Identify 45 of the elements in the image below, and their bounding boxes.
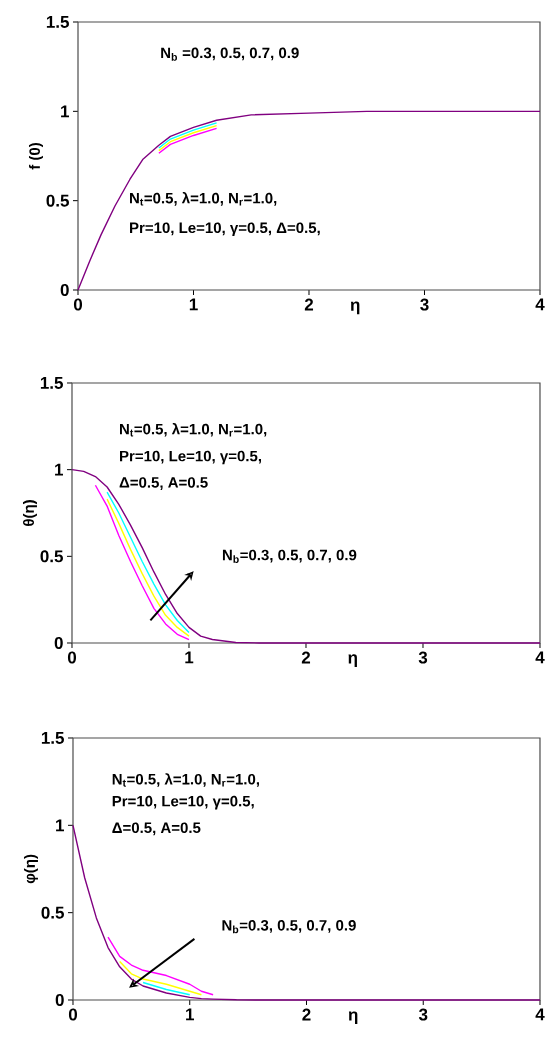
x-axis-title: η (348, 654, 357, 667)
x-tick-label: 4 (535, 1008, 545, 1021)
x-tick-label: 1 (186, 1008, 195, 1021)
y-tick-label: 0.5 (40, 550, 63, 563)
x-axis-title: η (348, 1011, 358, 1025)
y-tick-label: 0.5 (46, 194, 69, 207)
x-tick-label: 1 (189, 298, 198, 311)
y-axis-title: f (0) (28, 143, 43, 170)
annotation: Pr=10, Le=10, γ=0.5, (112, 795, 254, 810)
x-tick-label: 0 (73, 298, 83, 311)
x-tick-label: 3 (418, 651, 428, 664)
annotation: N$_{t}$=0.5, λ=1.0, N$_{r}$=1.0, (130, 192, 277, 206)
y-tick-label: 1.5 (46, 16, 69, 28)
y-tick-label: 1 (55, 463, 63, 476)
annotation: Pr=10, Le=10, γ=0.5, Δ=0.5, (130, 222, 320, 237)
annotation: Pr=10, Le=10, γ=0.5, (120, 450, 261, 465)
line-series (107, 936, 214, 996)
annotation: N$_{b}$ =0.3, 0.5, 0.7, 0.9 (161, 47, 299, 61)
x-tick-label: 4 (535, 298, 545, 311)
x-tick-label: 2 (304, 298, 314, 311)
x-tick-label: 3 (420, 298, 429, 311)
annotation: N$_{t}$=0.5, λ=1.0, N$_{r}$=1.0, (120, 423, 267, 437)
x-tick-label: 1 (185, 651, 194, 664)
x-tick-label: 4 (535, 651, 545, 664)
y-tick-label: 1 (61, 105, 69, 118)
x-tick-label: 2 (301, 651, 311, 664)
annotation: Δ=0.5, A=0.5 (119, 477, 208, 490)
y-axis-title: θ(η) (22, 500, 37, 526)
x-tick-label: 3 (418, 1008, 428, 1021)
line-series (119, 960, 203, 996)
annotation: N$_{b}$=0.3, 0.5, 0.7, 0.9 (222, 549, 357, 563)
y-tick-label: 0 (55, 993, 64, 1007)
y-tick-label: 1 (56, 819, 64, 832)
y-tick-label: 0 (54, 636, 63, 650)
annotation: N$_{b}$=0.3, 0.5, 0.7, 0.9 (222, 920, 356, 934)
x-tick-label: 0 (68, 1008, 78, 1021)
x-tick-label: 2 (302, 1008, 311, 1021)
y-tick-label: 1.5 (40, 377, 63, 389)
y-tick-label: 0.5 (41, 906, 64, 919)
annotation: Δ=0.5, A=0.5 (112, 822, 201, 836)
y-tick-label: 0 (60, 283, 69, 297)
x-axis-title: η (350, 301, 360, 315)
annotation: N$_{t}$=0.5, λ=1.0, N$_{r}$=1.0, (112, 773, 259, 787)
y-axis-title: φ(η) (23, 854, 38, 884)
y-tick-label: 1.5 (41, 732, 64, 744)
